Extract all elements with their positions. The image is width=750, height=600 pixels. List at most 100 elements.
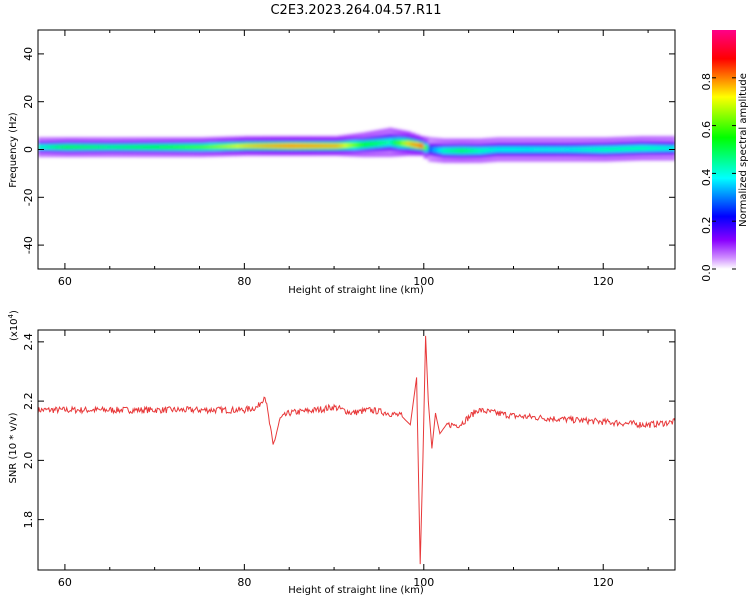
snr-xlabel: Height of straight line (km) xyxy=(288,585,424,596)
heatmap-cell xyxy=(172,145,178,149)
heatmap-cell xyxy=(118,145,124,149)
heatmap-cell xyxy=(55,145,62,149)
heatmap-cell xyxy=(585,148,591,151)
heatmap-cell xyxy=(320,144,326,148)
heatmap-cell xyxy=(91,145,97,149)
heatmap-cell xyxy=(477,149,483,153)
heatmap-cell xyxy=(612,147,618,151)
heatmap-cell xyxy=(639,146,645,150)
heatmap-cell xyxy=(603,148,609,151)
heatmap-cell xyxy=(401,141,407,145)
heatmap-cell xyxy=(522,148,528,151)
heatmap-cell xyxy=(383,141,389,145)
heatmap-cell xyxy=(513,148,519,151)
heatmap-cell xyxy=(526,148,533,151)
heatmap-cell xyxy=(495,148,501,151)
heatmap-cell xyxy=(136,145,142,149)
heatmap-cell xyxy=(298,144,304,148)
heatmap-cell xyxy=(405,142,411,145)
heatmap-cell xyxy=(432,148,438,152)
heatmap-cell xyxy=(437,148,443,152)
colorbar-tick-label: 0.0 xyxy=(700,264,713,282)
snr-xtick-label: 60 xyxy=(58,576,72,589)
colorbar-gradient xyxy=(712,30,736,269)
heatmap-cell xyxy=(352,143,358,147)
heatmap-cell xyxy=(670,146,675,150)
heatmap-cell xyxy=(374,141,380,146)
heatmap-cell xyxy=(141,145,147,149)
heatmap-cell xyxy=(154,145,160,149)
heatmap-cell xyxy=(96,145,102,149)
snr-ytick-label: 2.0 xyxy=(22,452,35,470)
heatmap-cell xyxy=(203,145,210,149)
heatmap-cell xyxy=(145,145,151,149)
heatmap-cell xyxy=(360,143,367,147)
heatmap-cell xyxy=(509,148,515,151)
heatmap-cell xyxy=(212,145,219,148)
heatmap-cell xyxy=(607,147,613,151)
snr-multiplier-exponent: 4 xyxy=(7,313,15,318)
heatmap-cell xyxy=(589,148,595,151)
spectrogram-xtick-label: 120 xyxy=(593,275,614,288)
heatmap-cell xyxy=(576,148,582,151)
heatmap-cell xyxy=(396,141,402,145)
heatmap-cell xyxy=(419,144,425,148)
spectrogram-axes: 60 80 100 120 -40 -20 0 20 40 xyxy=(22,30,675,288)
snr-ytick-label: 1.8 xyxy=(22,511,35,529)
heatmap-cell xyxy=(123,145,129,149)
heatmap-cell xyxy=(235,145,241,148)
heatmap-cell xyxy=(334,144,340,148)
heatmap-cell xyxy=(571,148,577,151)
heatmap-cell xyxy=(87,145,93,149)
colorbar-ticks: 0.0 0.2 0.4 0.6 0.8 xyxy=(700,73,736,282)
chart-title: C2E3.2023.264.04.57.R11 xyxy=(270,3,441,18)
heatmap-cell xyxy=(634,147,640,150)
snr-panel: 60 80 100 120 1.8 2.0 2.2 2.4 Height of straigh… xyxy=(7,310,676,596)
heatmap-cell xyxy=(491,148,497,152)
heatmap-cell xyxy=(60,145,66,149)
heatmap-cell xyxy=(109,145,115,149)
heatmap-cell xyxy=(347,144,353,147)
heatmap-cell xyxy=(239,144,245,148)
heatmap-cell xyxy=(666,146,672,150)
heatmap-cell xyxy=(302,144,308,148)
heatmap-cell xyxy=(271,144,277,148)
heatmap-cell xyxy=(38,145,44,149)
heatmap-cell xyxy=(105,145,111,149)
spectrogram-xlabel: Height of straight line (km) xyxy=(288,285,424,296)
heatmap-cell xyxy=(428,148,434,151)
heatmap-cell xyxy=(311,144,317,148)
heatmap-cell xyxy=(558,148,564,151)
snr-multiplier-close: ) xyxy=(9,310,20,314)
heatmap-cell xyxy=(217,145,223,148)
heatmap-cell xyxy=(544,148,550,151)
heatmap-cell xyxy=(459,149,465,153)
heatmap-cell xyxy=(343,144,349,147)
heatmap-cell xyxy=(500,148,506,151)
spectrogram-xtick-label: 80 xyxy=(237,275,251,288)
heatmap-cell xyxy=(132,145,138,149)
heatmap-cell xyxy=(657,146,663,150)
heatmap-cell xyxy=(630,147,636,151)
snr-ytick-label: 2.2 xyxy=(22,392,35,410)
heatmap-cell xyxy=(73,145,79,149)
heatmap-cell xyxy=(42,145,48,149)
spectrogram-xtick-label: 60 xyxy=(58,275,72,288)
heatmap-cell xyxy=(78,145,84,149)
heatmap-cell xyxy=(441,149,447,153)
heatmap-cell xyxy=(540,148,546,151)
heatmap-cell xyxy=(262,144,268,148)
heatmap-cell xyxy=(598,148,604,151)
spectrogram-ytick-label: -40 xyxy=(22,236,35,254)
heatmap-cell xyxy=(230,145,236,148)
heatmap-cell xyxy=(392,140,398,145)
heatmap-cell xyxy=(127,145,133,149)
heatmap-cell xyxy=(150,145,156,149)
heatmap-cell xyxy=(450,149,456,153)
heatmap-cell xyxy=(329,144,335,148)
heatmap-cell xyxy=(190,145,196,149)
heatmap-cell xyxy=(369,142,376,146)
heatmap-cell xyxy=(580,148,586,151)
heatmap-cell xyxy=(177,145,183,149)
